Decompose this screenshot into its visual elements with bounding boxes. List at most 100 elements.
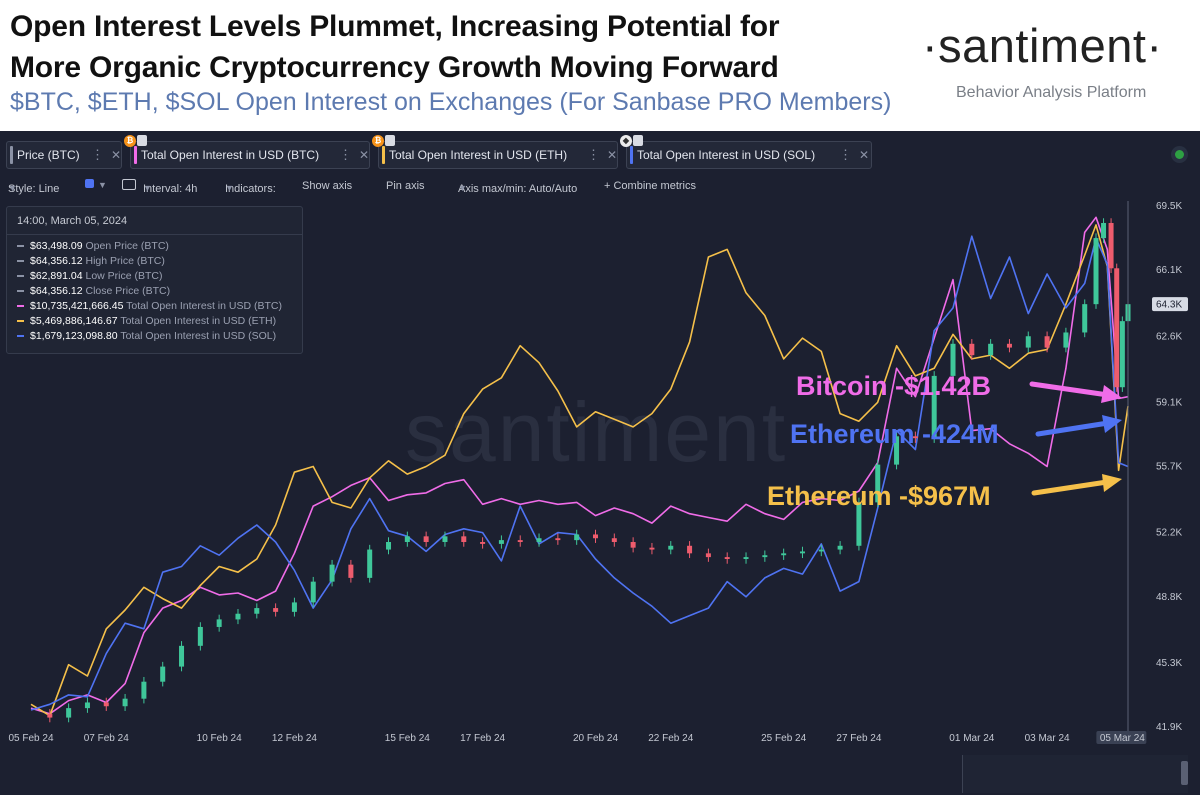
x-tick-label: 05 Feb 24: [8, 733, 53, 744]
tooltip-label: High Price (BTC): [85, 255, 165, 267]
price-candle: [1119, 321, 1125, 388]
price-candle: [122, 698, 128, 707]
tab-label: Total Open Interest in USD (SOL): [637, 148, 816, 162]
y-tick-label: 45.3K: [1156, 658, 1182, 669]
bitcoin-icon: ₿: [124, 135, 136, 147]
tab-oi-sol[interactable]: ◆ Total Open Interest in USD (SOL) ⋮ ✕: [620, 135, 872, 169]
price-candle: [216, 619, 222, 627]
headline: Open Interest Levels Plummet, Increasing…: [10, 10, 780, 84]
price-candle: [84, 702, 90, 709]
interval-label: Interval: 4h: [143, 183, 198, 195]
price-candle: [461, 536, 467, 543]
price-candle: [574, 534, 580, 541]
price-candle: [762, 555, 768, 558]
price-candle: [197, 626, 203, 646]
price-chart[interactable]: santiment 05 Feb 24 07 Feb 24 10 Feb 24 12 …: [0, 131, 1200, 795]
bitcoin-arrow: [1029, 381, 1111, 398]
santiment-logo: ·santiment·: [922, 19, 1163, 72]
price-candle: [1025, 336, 1031, 348]
series-dash: [17, 245, 24, 248]
subtitle: $BTC, $ETH, $SOL Open Interest on Exchan…: [10, 88, 892, 116]
x-tick-label: 05 Mar 24: [1100, 733, 1145, 744]
more-icon[interactable]: ⋮: [587, 147, 600, 162]
crosshair-date-flag: [1096, 731, 1147, 744]
close-icon[interactable]: ✕: [859, 148, 870, 162]
price-candle: [611, 538, 617, 543]
series-dash: [17, 275, 24, 278]
price-candle: [592, 534, 598, 539]
tab-price-btc[interactable]: Price (BTC) ⋮ ✕: [6, 141, 122, 169]
tooltip-row: $63,498.09 Open Price (BTC): [17, 240, 169, 252]
tab-oi-btc[interactable]: ₿ Total Open Interest in USD (BTC) ⋮ ✕: [124, 135, 370, 169]
price-candle: [517, 540, 523, 543]
price-candle: [799, 551, 805, 554]
tooltip-row: $64,356.12 High Price (BTC): [17, 255, 165, 267]
price-candle: [988, 343, 994, 356]
tooltip-row: $1,679,123,098.80 Total Open Interest in…: [17, 330, 276, 342]
ethereum-icon: ◆: [620, 135, 632, 147]
tooltip-row: $10,735,421,666.45 Total Open Interest i…: [17, 300, 282, 312]
x-tick-label: 25 Feb 24: [761, 733, 806, 744]
close-icon[interactable]: ✕: [111, 148, 122, 162]
price-candle: [818, 549, 824, 552]
lock-icon: [633, 135, 643, 146]
tooltip-value: $64,356.12: [30, 285, 83, 297]
solana-annotation: Ethereum -424M: [790, 419, 999, 449]
chevron-down-icon: ▼: [8, 183, 17, 193]
current-price-label: 64.3K: [1156, 300, 1182, 311]
price-candle: [912, 436, 918, 439]
axis-maxmin-label: Axis max/min: Auto/Auto: [458, 183, 578, 195]
tooltip-label: Total Open Interest in USD (SOL): [120, 330, 277, 342]
x-tick-label: 15 Feb 24: [385, 733, 430, 744]
price-candle: [141, 681, 147, 699]
price-candle: [480, 542, 486, 544]
close-icon[interactable]: ✕: [359, 148, 370, 162]
series-line-btc-oi: [30, 216, 1129, 715]
series-color-swatch: [134, 146, 137, 164]
price-candle: [273, 608, 279, 612]
price-candle: [103, 702, 109, 707]
tab-oi-eth[interactable]: ₿ Total Open Interest in USD (ETH) ⋮ ✕: [372, 135, 618, 169]
price-candle: [724, 557, 730, 559]
tab-label: Total Open Interest in USD (BTC): [141, 148, 320, 162]
x-tick-label: 12 Feb 24: [272, 733, 317, 744]
range-navigator[interactable]: [962, 755, 1188, 793]
tooltip-value: $63,498.09: [30, 240, 83, 252]
lock-icon: [385, 135, 395, 146]
color-picker-swatch[interactable]: [85, 179, 94, 188]
price-candle: [649, 547, 655, 550]
chevron-down-icon: ▼: [458, 183, 467, 193]
y-tick-label: 66.1K: [1156, 265, 1182, 276]
range-handle[interactable]: [1181, 761, 1188, 785]
tab-label: Price (BTC): [17, 148, 80, 162]
x-tick-label: 03 Mar 24: [1025, 733, 1070, 744]
more-icon[interactable]: ⋮: [839, 147, 852, 162]
x-tick-label: 07 Feb 24: [84, 733, 129, 744]
x-tick-label: 01 Mar 24: [949, 733, 994, 744]
price-candle: [367, 549, 373, 578]
watermark: santiment: [405, 385, 787, 479]
price-candle: [291, 602, 297, 612]
price-candle: [781, 553, 787, 556]
show-axis-button[interactable]: Show axis: [302, 180, 353, 192]
pin-axis-button[interactable]: Pin axis: [386, 180, 425, 192]
lock-icon: [137, 135, 147, 146]
combine-metrics-button[interactable]: + Combine metrics: [604, 180, 697, 192]
tooltip-value: $64,356.12: [30, 255, 83, 267]
current-price-flag: [1152, 297, 1188, 312]
ethereum-annotation: Ethereum -$967M: [767, 481, 991, 511]
price-candle: [1108, 222, 1114, 269]
x-tick-label: 27 Feb 24: [836, 733, 881, 744]
price-candle: [687, 545, 693, 554]
price-candle: [47, 713, 53, 718]
tooltip-label: Total Open Interest in USD (ETH): [120, 315, 277, 327]
series-line-sol-oi: [30, 235, 1129, 711]
price-candle: [969, 343, 975, 356]
more-icon[interactable]: ⋮: [339, 147, 352, 162]
chevron-down-icon[interactable]: ▼: [98, 180, 107, 190]
close-icon[interactable]: ✕: [607, 148, 618, 162]
style-label: Style: Line: [8, 183, 60, 195]
more-icon[interactable]: ⋮: [91, 147, 104, 162]
price-candle: [329, 564, 335, 582]
y-tick-label: 55.7K: [1156, 462, 1182, 473]
